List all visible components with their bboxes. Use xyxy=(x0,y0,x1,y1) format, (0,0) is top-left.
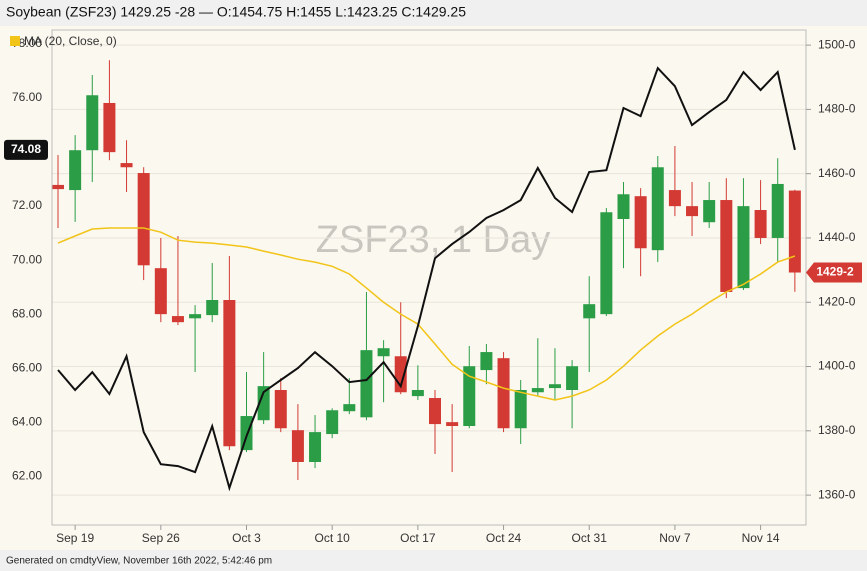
candle-body xyxy=(720,200,733,292)
series-line xyxy=(57,227,796,401)
candle-body xyxy=(309,432,322,462)
y2-tick-label: 1480-0 xyxy=(818,102,856,116)
candle-body xyxy=(257,386,270,421)
candle-body xyxy=(69,150,82,191)
candle-body xyxy=(189,314,202,319)
candle-body xyxy=(480,352,493,371)
y2-tick-label: 1360-0 xyxy=(818,487,856,501)
candle-body xyxy=(240,416,253,451)
candle-body xyxy=(154,268,167,315)
last-price-badge xyxy=(806,262,862,283)
candle-body xyxy=(703,200,716,223)
candle-body xyxy=(377,348,390,357)
candle-body xyxy=(754,210,767,238)
header: Soybean (ZSF23) 1429.25 -28 — O:1454.75 … xyxy=(6,4,466,20)
y-tick-label: 70.00 xyxy=(12,252,42,266)
candle-body xyxy=(171,316,184,323)
legend-label: MA (20, Close, 0) xyxy=(24,34,117,48)
x-tick-label: Oct 17 xyxy=(400,531,436,545)
y-tick-label: 64.00 xyxy=(12,414,42,428)
candle-body xyxy=(274,390,287,429)
candle-body xyxy=(531,388,544,393)
last-price-label: 1429-2 xyxy=(816,265,854,279)
candle-body xyxy=(463,366,476,426)
candle-body xyxy=(514,390,527,429)
candle-body xyxy=(343,404,356,412)
x-tick-label: Oct 24 xyxy=(486,531,522,545)
candle-body xyxy=(548,384,561,389)
y-tick-label: 68.00 xyxy=(12,306,42,320)
footer: Generated on cmdtyView, November 16th 20… xyxy=(6,556,272,567)
last-value-badge xyxy=(4,139,48,160)
y2-tick-label: 1440-0 xyxy=(818,230,856,244)
candle-body xyxy=(651,167,664,251)
y2-tick-label: 1460-0 xyxy=(818,166,856,180)
footer-bar xyxy=(0,550,867,571)
candle-body xyxy=(326,410,339,435)
y2-tick-label: 1400-0 xyxy=(818,359,856,373)
plot-frame xyxy=(51,29,807,526)
candle-body xyxy=(446,422,459,426)
candle-body xyxy=(668,190,681,207)
candle-body xyxy=(788,190,801,273)
y-tick-label: 76.00 xyxy=(12,90,42,104)
candle-body xyxy=(634,196,647,249)
candle-body xyxy=(206,300,219,316)
y-tick-label: 66.00 xyxy=(12,360,42,374)
y2-tick-label: 1500-0 xyxy=(818,37,856,51)
candle-body xyxy=(411,390,424,397)
candle-body xyxy=(771,183,784,238)
watermark: ZSF23, 1 Day xyxy=(316,219,550,261)
x-tick-label: Nov 7 xyxy=(659,531,691,545)
series-line xyxy=(57,66,796,492)
legend-swatch xyxy=(10,36,20,46)
x-tick-label: Oct 3 xyxy=(232,531,261,545)
x-tick-label: Sep 19 xyxy=(56,531,94,545)
candle-body xyxy=(566,366,579,390)
candle-body xyxy=(86,95,99,151)
x-tick-label: Sep 26 xyxy=(142,531,180,545)
candle-body xyxy=(497,358,510,429)
candle-body xyxy=(291,430,304,462)
candle-body xyxy=(686,206,699,217)
x-tick-label: Oct 31 xyxy=(572,531,608,545)
candle-body xyxy=(737,206,750,289)
y2-tick-label: 1380-0 xyxy=(818,423,856,437)
last-value-label: 74.08 xyxy=(11,142,41,156)
x-tick-label: Oct 10 xyxy=(314,531,350,545)
candle-body xyxy=(600,212,613,315)
candle-body xyxy=(583,304,596,319)
candle-body xyxy=(103,102,116,153)
header-bar xyxy=(0,0,867,26)
candle-body xyxy=(137,173,150,266)
candle-body xyxy=(120,163,133,168)
candle-body xyxy=(428,398,441,425)
x-tick-label: Nov 14 xyxy=(742,531,780,545)
y-tick-label: 62.00 xyxy=(12,468,42,482)
y2-tick-label: 1420-0 xyxy=(818,294,856,308)
y-tick-label: 72.00 xyxy=(12,198,42,212)
candle-body xyxy=(617,194,630,219)
candle-body xyxy=(223,300,236,447)
plot xyxy=(51,44,806,496)
candle-body xyxy=(51,184,64,190)
candle-body xyxy=(360,350,373,418)
